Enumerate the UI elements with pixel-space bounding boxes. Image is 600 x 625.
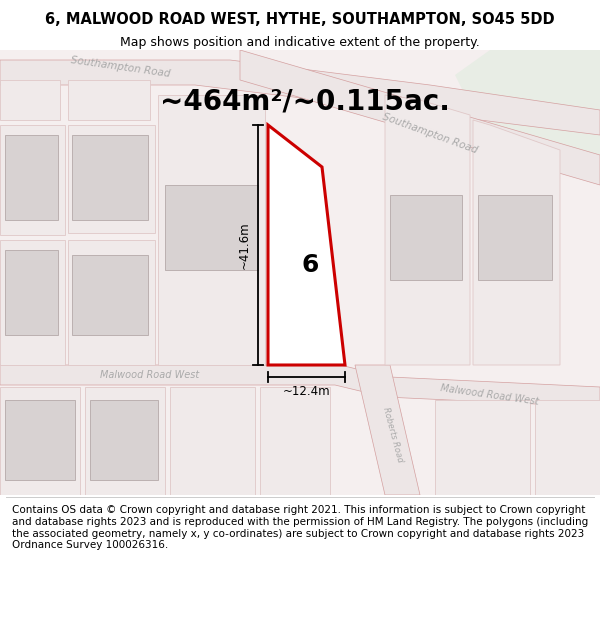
Text: ~464m²/~0.115ac.: ~464m²/~0.115ac. [160,88,450,116]
Polygon shape [0,80,60,120]
Polygon shape [473,120,560,365]
Polygon shape [5,400,75,480]
Text: Southampton Road: Southampton Road [381,111,479,155]
Text: Malwood Road West: Malwood Road West [440,383,540,407]
Polygon shape [0,365,600,407]
Polygon shape [435,400,530,495]
Polygon shape [455,50,600,175]
Polygon shape [478,195,552,280]
Polygon shape [72,135,148,220]
Polygon shape [5,250,58,335]
Polygon shape [260,387,330,495]
Polygon shape [5,135,58,220]
Polygon shape [0,60,600,135]
Polygon shape [0,240,65,365]
Polygon shape [68,240,155,365]
Text: Southampton Road: Southampton Road [70,55,170,79]
Polygon shape [0,50,600,495]
Text: 6: 6 [301,253,319,277]
Polygon shape [390,195,462,280]
Text: 6, MALWOOD ROAD WEST, HYTHE, SOUTHAMPTON, SO45 5DD: 6, MALWOOD ROAD WEST, HYTHE, SOUTHAMPTON… [45,12,555,28]
Polygon shape [68,80,150,120]
Polygon shape [355,365,420,495]
Polygon shape [72,255,148,335]
Text: Roberts Road: Roberts Road [382,406,404,464]
Text: Malwood Road West: Malwood Road West [100,370,200,380]
Polygon shape [268,125,345,365]
Polygon shape [165,185,258,270]
Polygon shape [158,95,265,365]
Polygon shape [170,387,255,495]
Polygon shape [535,400,600,495]
Text: Map shows position and indicative extent of the property.: Map shows position and indicative extent… [120,36,480,49]
Text: ~12.4m: ~12.4m [283,385,331,398]
Text: ~41.6m: ~41.6m [238,221,251,269]
Polygon shape [0,387,80,495]
Polygon shape [385,95,470,365]
Polygon shape [90,400,158,480]
Polygon shape [68,125,155,233]
Text: Contains OS data © Crown copyright and database right 2021. This information is : Contains OS data © Crown copyright and d… [12,506,588,550]
Polygon shape [85,387,165,495]
Polygon shape [240,50,600,185]
Polygon shape [0,125,65,235]
